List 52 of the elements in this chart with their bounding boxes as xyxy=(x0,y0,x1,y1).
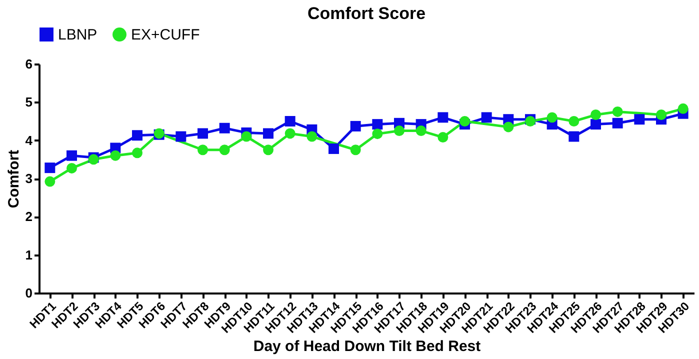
point xyxy=(132,148,142,158)
point xyxy=(546,112,558,123)
point xyxy=(416,126,426,136)
point xyxy=(132,130,142,141)
point xyxy=(612,106,623,117)
point xyxy=(481,112,492,123)
y-tick-label: 2 xyxy=(25,209,32,224)
point xyxy=(678,103,688,114)
point xyxy=(634,114,645,125)
point xyxy=(438,112,448,123)
point xyxy=(568,131,580,142)
point xyxy=(198,128,208,139)
y-tick-label: 4 xyxy=(25,132,34,148)
y-tick-label: 0 xyxy=(25,286,32,300)
point xyxy=(656,110,666,120)
point xyxy=(350,120,361,132)
point xyxy=(263,144,274,156)
point xyxy=(503,122,514,132)
point xyxy=(284,116,296,126)
y-tick-label: 1 xyxy=(25,247,32,262)
point xyxy=(460,116,470,126)
point xyxy=(394,126,404,136)
point xyxy=(44,162,56,174)
point xyxy=(372,119,383,130)
point xyxy=(66,162,77,174)
y-tick-label: 5 xyxy=(25,94,32,110)
point xyxy=(263,128,274,139)
legend-label: EX+CUFF xyxy=(131,26,200,44)
x-axis-title: Day of Head Down Tilt Bed Rest xyxy=(253,338,481,356)
y-tick-label: 6 xyxy=(25,56,32,72)
point xyxy=(110,150,121,161)
point xyxy=(438,132,448,143)
point xyxy=(44,176,56,187)
point xyxy=(350,144,361,156)
point xyxy=(219,122,230,134)
legend-label: LBNP xyxy=(58,26,98,44)
point xyxy=(306,131,318,142)
point xyxy=(198,144,208,156)
point xyxy=(66,150,77,161)
point xyxy=(372,128,383,140)
point xyxy=(590,110,601,120)
point xyxy=(176,131,186,142)
point xyxy=(328,143,339,154)
point xyxy=(612,118,623,128)
y-tick-label: 3 xyxy=(25,171,32,186)
point xyxy=(568,116,580,126)
point xyxy=(284,128,296,139)
chart-title: Comfort Score xyxy=(307,4,426,23)
point xyxy=(241,131,252,142)
point xyxy=(590,119,601,130)
point xyxy=(219,144,230,156)
y-axis-title: Comfort xyxy=(5,150,22,208)
